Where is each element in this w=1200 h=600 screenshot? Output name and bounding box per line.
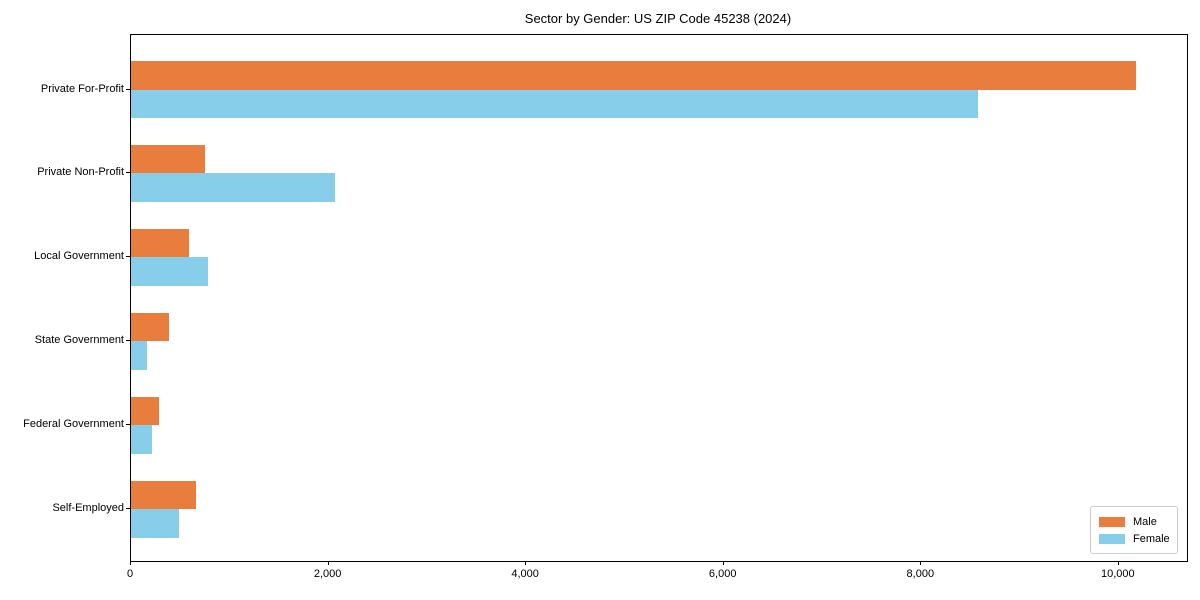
bar-male-state-government	[131, 312, 169, 342]
x-tick-label-8000: 8,000	[906, 568, 935, 580]
y-tick-label-self-employed: Self-Employed	[52, 502, 124, 514]
x-tick-label-2000: 2,000	[313, 568, 342, 580]
x-tick-mark	[327, 561, 329, 565]
legend-label-male: Male	[1133, 515, 1157, 528]
bar-male-federal-government	[131, 396, 159, 426]
y-tick-mark	[126, 508, 130, 509]
x-tick-label-0: 0	[126, 568, 134, 580]
bar-male-self-employed	[131, 480, 197, 509]
y-tick-label-state-government: State Government	[34, 334, 124, 347]
bar-female-self-employed	[131, 509, 180, 538]
bar-male-private-non-profit	[131, 144, 206, 174]
x-tick-mark	[722, 561, 724, 565]
y-tick-mark	[126, 256, 130, 258]
x-tick-mark	[525, 561, 527, 565]
legend-entry-male: Male	[1099, 513, 1169, 530]
x-tick-label-10000: 10,000	[1100, 568, 1135, 580]
x-tick-label-6000: 6,000	[708, 568, 737, 580]
bar-female-private-for-profit	[131, 89, 978, 118]
legend-entry-female: Female	[1099, 530, 1170, 547]
bar-male-private-for-profit	[131, 61, 1136, 90]
y-tick-mark	[126, 340, 130, 342]
bar-female-state-government	[131, 341, 147, 370]
x-tick-label-4000: 4,000	[511, 568, 539, 580]
y-tick-mark	[126, 172, 130, 174]
chart-title: Sector by Gender: US ZIP Code 45238 (202…	[524, 11, 792, 26]
y-tick-label-local-government: Local Government	[34, 250, 124, 263]
y-tick-label-federal-government: Federal Government	[23, 418, 124, 431]
legend: Male Female	[1090, 506, 1178, 554]
legend-swatch-male-icon	[1099, 516, 1125, 527]
x-tick-mark	[130, 561, 131, 565]
bar-male-local-government	[131, 228, 190, 258]
x-tick-mark	[1117, 561, 1119, 565]
bar-female-federal-government	[131, 425, 152, 454]
x-tick-mark	[920, 561, 922, 565]
plot-area	[130, 34, 1188, 562]
y-tick-mark	[126, 424, 130, 426]
y-tick-label-private-for-profit: Private For-Profit	[40, 82, 124, 95]
bar-female-private-non-profit	[131, 173, 335, 202]
bar-female-local-government	[131, 257, 209, 286]
legend-swatch-female-icon	[1099, 533, 1125, 544]
legend-label-female: Female	[1133, 532, 1170, 545]
y-tick-mark	[126, 88, 130, 90]
y-tick-label-private-non-profit: Private Non-Profit	[37, 166, 124, 179]
